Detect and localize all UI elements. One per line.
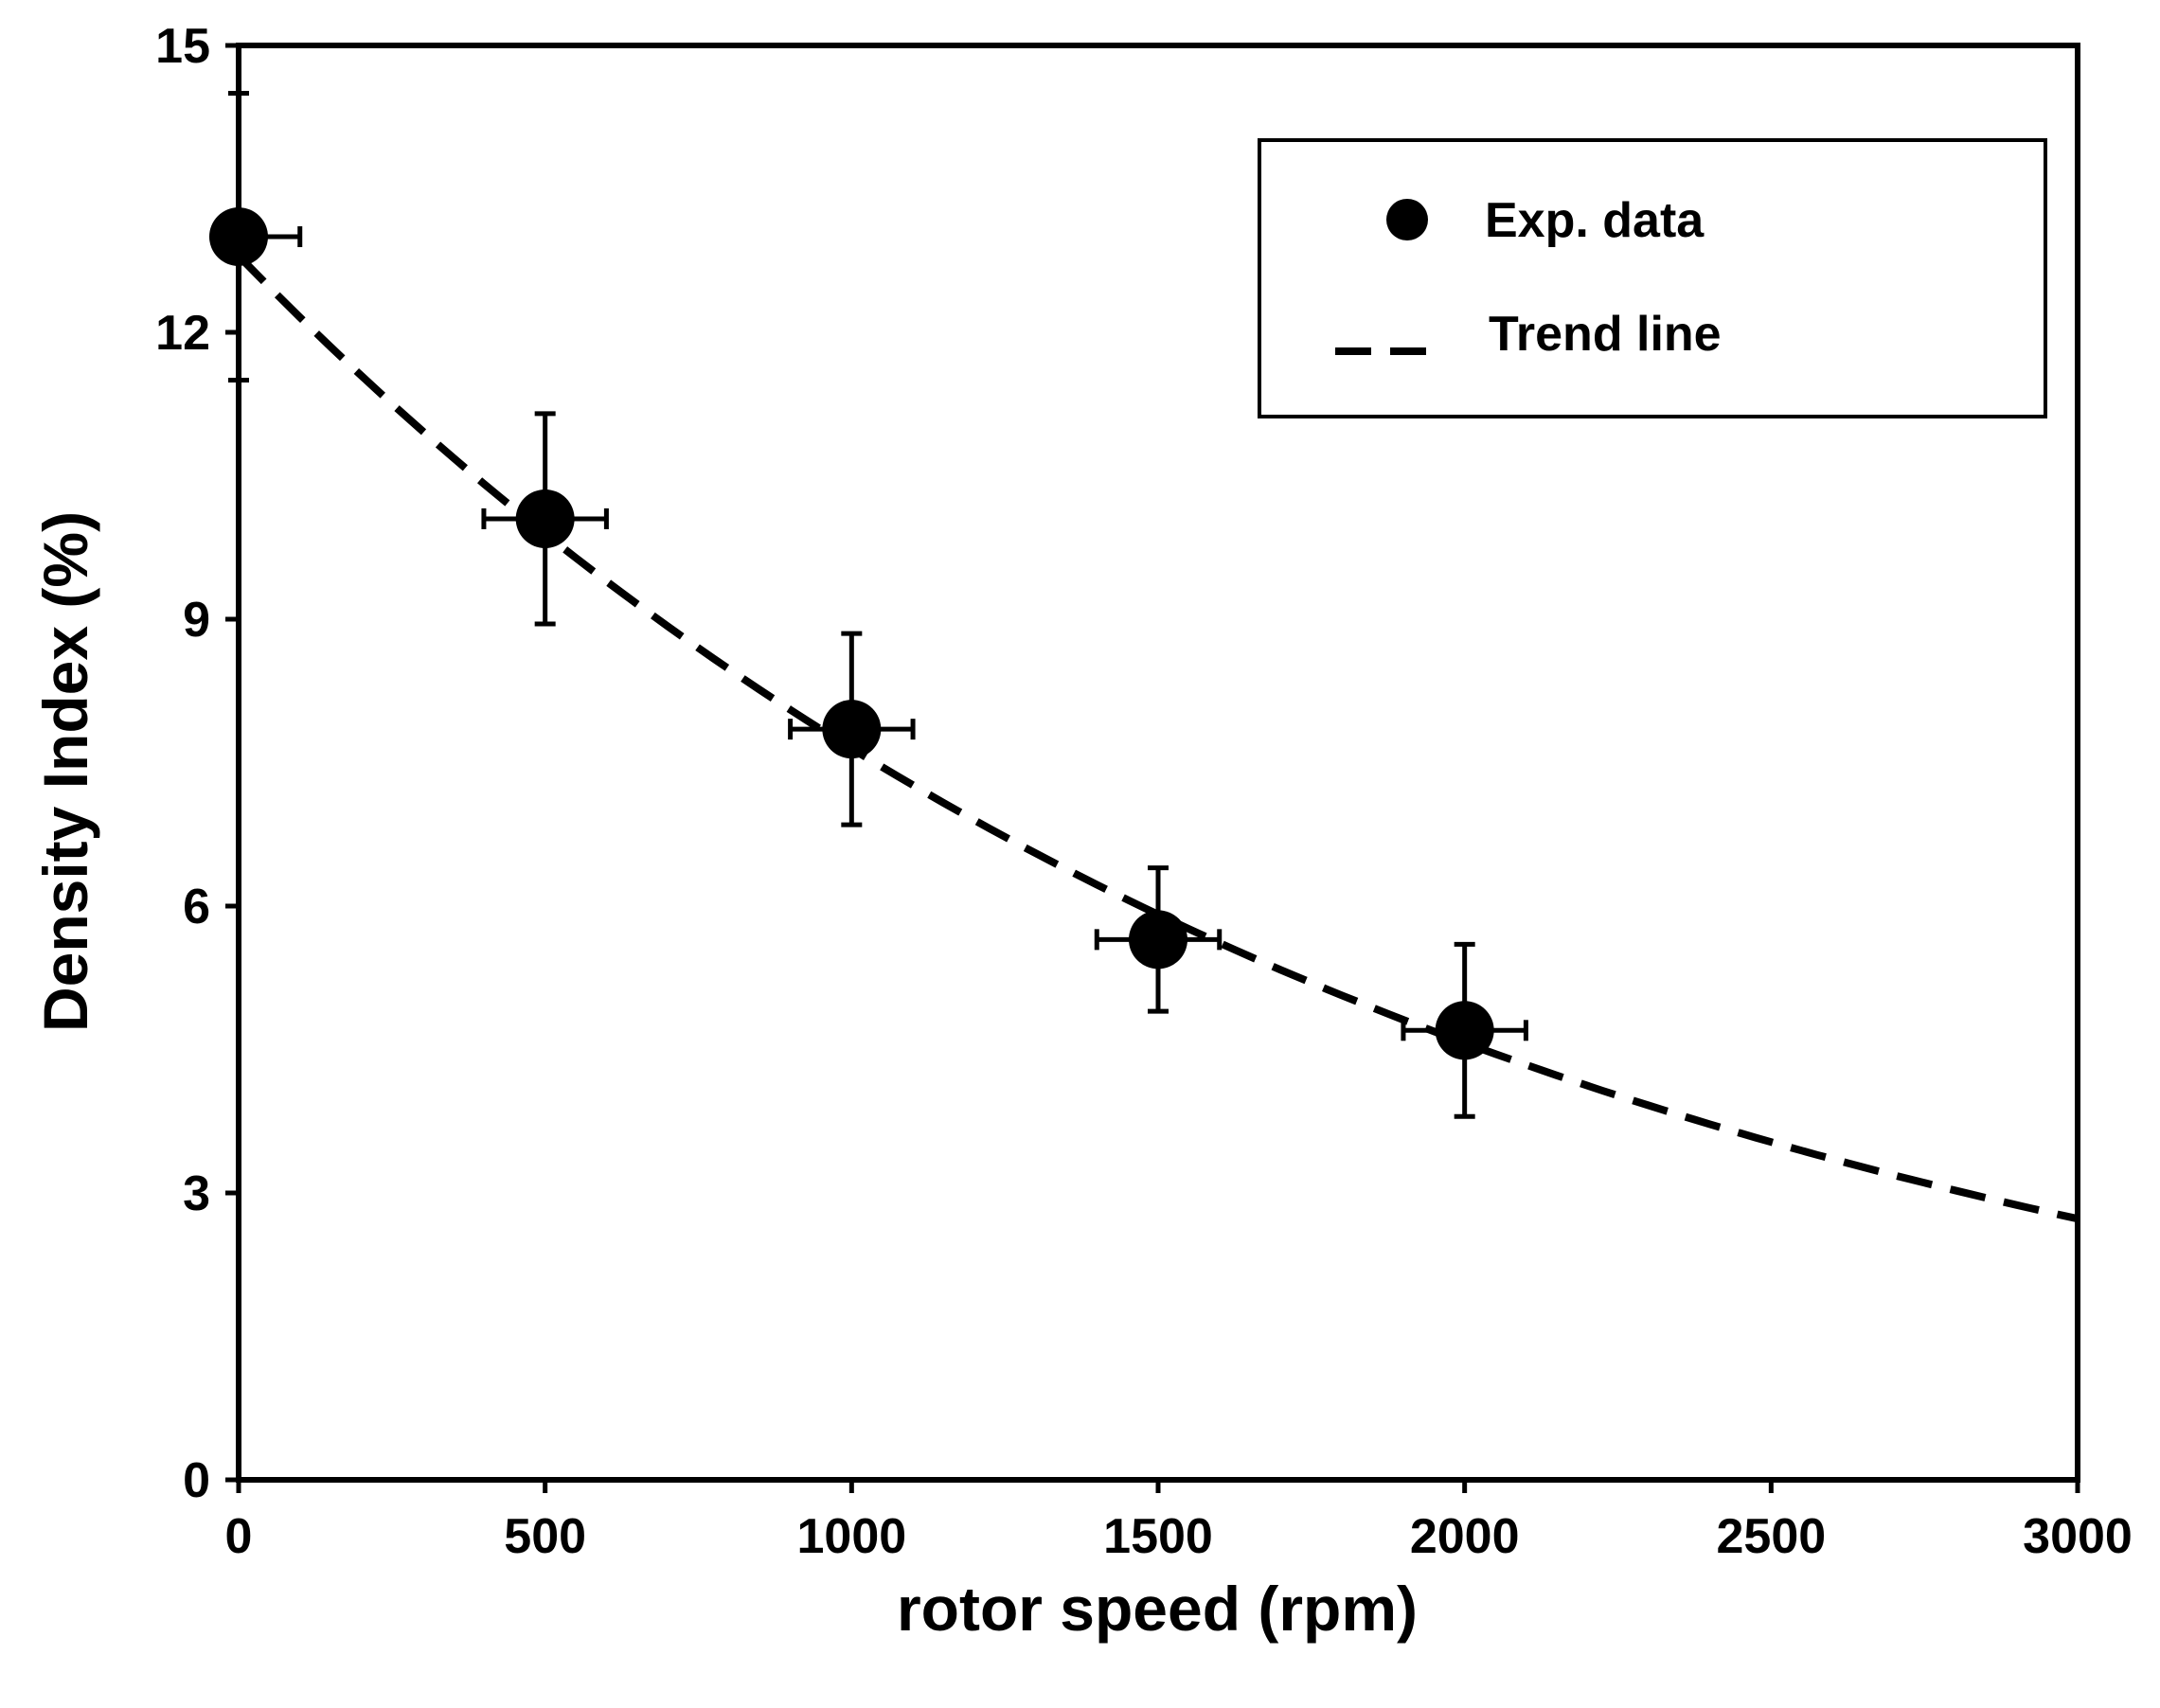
y-tick-label-3: 9: [183, 593, 210, 648]
x-tick-label-2: 1000: [796, 1509, 906, 1564]
data-point: [209, 207, 268, 266]
y-tick-label-0: 0: [183, 1453, 210, 1508]
x-tick-label-1: 500: [504, 1509, 586, 1564]
legend-label-exp-data: Exp. data: [1485, 193, 1705, 248]
axes: [225, 43, 2080, 1493]
x-tick-label-5: 2500: [1716, 1509, 1826, 1564]
data-point-group: [481, 411, 609, 627]
y-tick-label-1: 3: [183, 1166, 210, 1221]
data-point: [1435, 1001, 1494, 1060]
legend-marker-exp-data: [1386, 199, 1428, 240]
data-point-group: [1401, 941, 1528, 1119]
legend-box: [1258, 138, 2047, 418]
y-tick-label-2: 6: [183, 880, 210, 934]
tick-labels: 0 500 1000 1500 2000 2500 3000 0 3 6 9 12 15: [155, 19, 2133, 1564]
y-tick-label-4: 12: [155, 306, 210, 361]
x-tick-label-6: 3000: [2023, 1509, 2133, 1564]
data-point: [1129, 910, 1187, 970]
legend: Exp. data Trend line: [1258, 138, 2047, 418]
data-point-group: [1094, 865, 1223, 1014]
x-tick-label-4: 2000: [1410, 1509, 1520, 1564]
data-points-layer: [209, 91, 1528, 1119]
data-point: [515, 489, 575, 548]
x-tick-label-3: 1500: [1103, 1509, 1213, 1564]
legend-label-trend-line: Trend line: [1489, 307, 1722, 362]
y-tick-label-5: 15: [155, 19, 210, 74]
data-point-group: [788, 631, 916, 827]
data-point-group: [209, 91, 303, 383]
x-axis-title: rotor speed (rpm): [897, 1574, 1418, 1644]
y-axis-title: Density Index (%): [30, 511, 100, 1032]
data-point: [822, 700, 882, 759]
x-tick-label-0: 0: [225, 1509, 253, 1564]
